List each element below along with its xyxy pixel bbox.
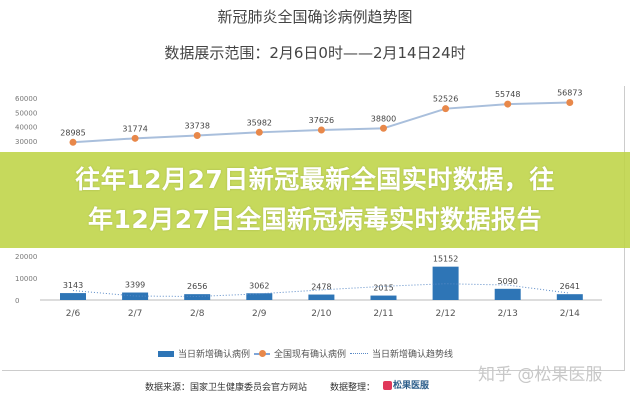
x-tick-label: 2/11 [373,309,393,319]
watermark: 知乎 @松果医服 [478,365,603,385]
line-point [442,105,450,113]
y-tick-label: 20000 [15,253,37,261]
legend-label-line: 全国现有确认病例 [274,350,347,360]
y-tick-label: 0 [15,297,19,305]
logo-icon [383,381,392,390]
legend-bar-swatch [158,350,174,357]
logo-text: 松果医服 [393,381,430,391]
data-organizer: 数据整理： [330,383,376,393]
x-tick-label: 2/10 [311,309,331,319]
line-point [255,128,263,136]
chart-subtitle: 数据展示范围：2月6日0时——2月14日24时 [164,44,466,62]
legend-dotted-swatch [350,353,369,354]
headline-line-1: 往年12月27日新冠最新全国实时数据，往 [75,165,555,194]
legend-label-bar: 当日新增确认病例 [178,350,251,360]
organizer-logo: 松果医服 [382,378,429,391]
trend-line [72,283,570,297]
chart-legend: 当日新增确认病例 全国现有确认病例 当日新增确认趋势线 [158,347,453,360]
line-point [380,124,387,132]
bar [556,294,583,300]
bar [184,294,211,300]
x-tick-label: 2/7 [128,309,142,319]
line-point [69,138,77,146]
line-point [193,132,201,140]
bar [122,292,149,300]
y-tick-label: 60000 [15,95,37,103]
line-point [566,98,574,106]
bar-data-label: 2656 [187,282,207,291]
line-point [131,134,139,142]
headline-banner: 往年12月27日新冠最新全国实时数据，往 年12月27日全国新冠病毒实时数据报告 [0,152,630,248]
bar-data-label: 2641 [560,282,580,291]
bar [432,266,459,300]
data-source: 数据来源：国家卫生健康委员会官方网站 [145,383,308,393]
line-data-label: 35982 [247,118,272,127]
line-data-label: 33738 [184,122,209,131]
line-data-label: 31774 [122,124,147,133]
y-tick-label: 40000 [15,124,37,132]
bar [308,294,335,300]
line-data-label: 38800 [371,114,396,123]
line-data-label: 28985 [60,128,85,137]
line-data-label: 52526 [433,95,458,104]
line-data-label: 55748 [495,90,520,99]
line-point [504,100,512,108]
legend-line-swatch [254,349,271,357]
legend-label-trend: 当日新增确认趋势线 [372,350,454,360]
bar-data-label: 2478 [311,283,331,292]
y-tick-label: 10000 [15,275,37,283]
x-tick-label: 2/9 [252,309,267,319]
bar-data-label: 3062 [249,281,269,290]
line-data-label: 56873 [557,88,582,97]
x-tick-label: 2/8 [190,309,205,319]
bar [370,295,397,300]
headline-line-2: 年12月27日全国新冠病毒实时数据报告 [87,205,543,234]
x-tick-label: 2/14 [560,309,580,319]
bar-data-label: 2015 [373,284,393,293]
y-tick-label: 30000 [15,138,37,146]
line-data-label: 37626 [309,116,334,125]
chart-title: 新冠肺炎全国确诊病例趋势图 [217,8,413,26]
x-tick-label: 2/6 [66,309,81,319]
y-tick-label: 50000 [15,109,37,117]
bar-data-label: 5090 [498,277,518,286]
bar-data-label: 15152 [433,255,458,264]
x-tick-label: 2/13 [498,309,518,319]
bar-data-label: 3399 [125,281,145,290]
bar [60,293,86,300]
x-tick-label: 2/12 [435,309,455,319]
bar-data-label: 3143 [63,281,83,290]
line-point [317,126,325,134]
bar [494,288,521,300]
bar [246,293,273,300]
